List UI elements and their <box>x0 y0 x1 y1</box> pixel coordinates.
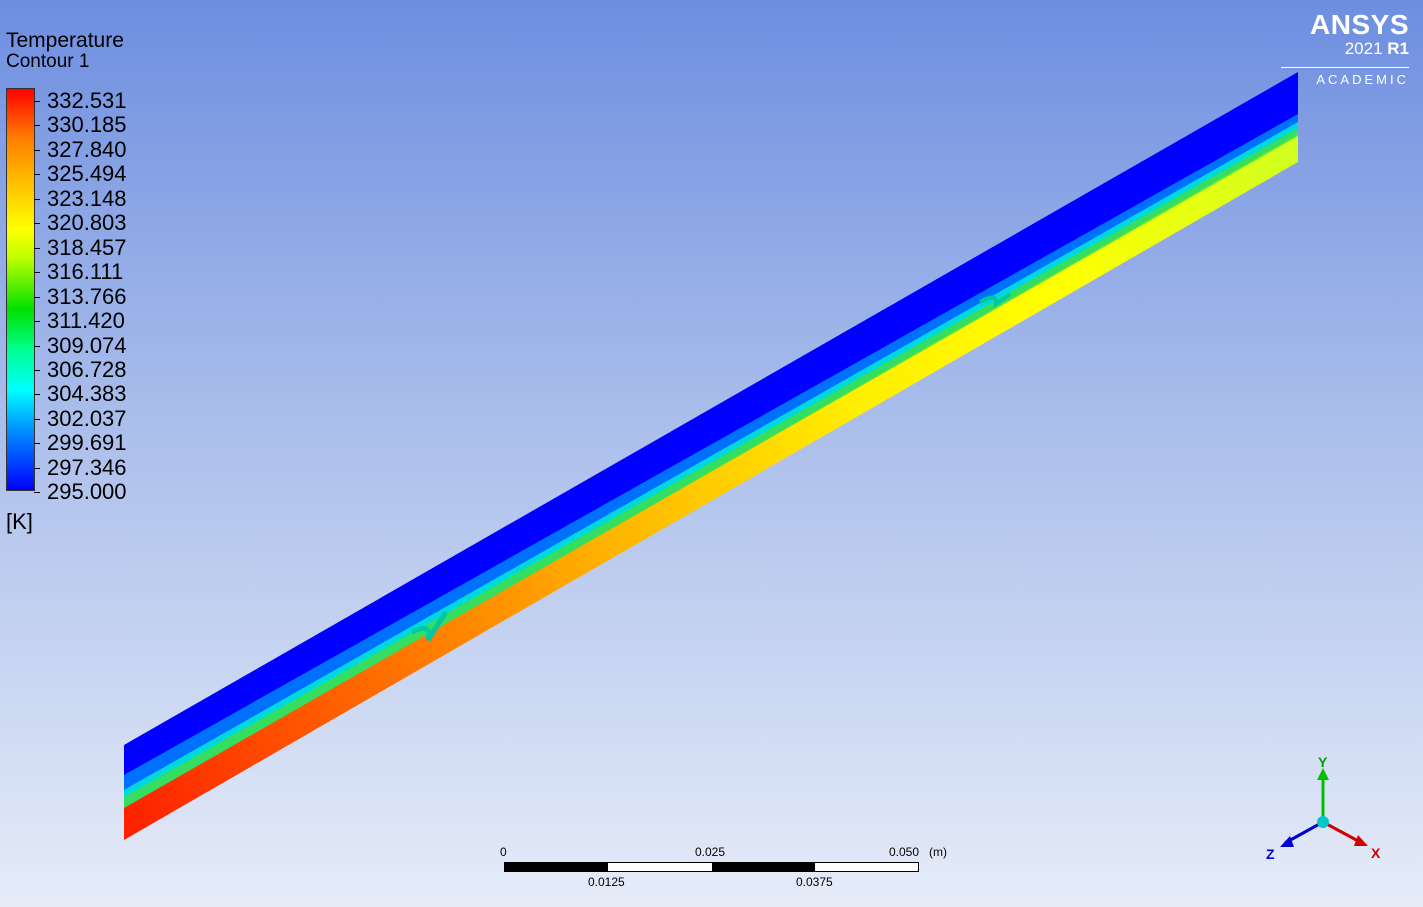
legend-tick <box>34 321 40 323</box>
legend-tick <box>34 223 40 225</box>
legend-tick-label: 297.346 <box>47 454 127 480</box>
scale-bar <box>504 862 919 872</box>
axis-triad: Y Z X <box>1266 754 1381 862</box>
legend-tick <box>34 198 40 200</box>
interface-step-1 <box>410 610 449 642</box>
legend-tick-label: 330.185 <box>47 112 127 138</box>
legend-title: Temperature <box>6 29 124 52</box>
transition-band-green <box>124 128 1298 808</box>
legend-tick <box>34 345 40 347</box>
legend-tick <box>34 174 40 176</box>
legend-subtitle: Contour 1 <box>6 51 90 72</box>
scale-segment <box>608 863 712 871</box>
legend-tick-label: 299.691 <box>47 430 127 456</box>
interface-step-2 <box>979 292 1012 309</box>
legend-tick <box>34 272 40 274</box>
logo-version-year: 2021 <box>1344 39 1383 58</box>
axis-z-label: Z <box>1266 846 1275 862</box>
legend-tick <box>34 125 40 127</box>
scale-unit: (m) <box>929 845 947 859</box>
logo-brand: ANSYS <box>1310 9 1409 40</box>
legend-tick <box>34 394 40 396</box>
axis-y-label: Y <box>1318 754 1328 770</box>
legend-tick <box>34 101 40 102</box>
legend-tick-label: 332.531 <box>47 88 127 113</box>
legend-tick-label: 325.494 <box>47 161 127 187</box>
legend-tick <box>34 443 40 445</box>
scale-label-0050: 0.050 <box>889 845 920 859</box>
legend-tick-label: 320.803 <box>47 210 127 236</box>
cold-layer-region <box>124 72 1298 775</box>
scale-segment <box>711 863 815 871</box>
legend-tick-label: 323.148 <box>47 185 127 211</box>
legend-tick <box>34 369 40 371</box>
legend-tick-label: 327.840 <box>47 136 127 162</box>
scale-label-0025: 0.025 <box>695 845 726 859</box>
scale-segment <box>505 863 609 871</box>
logo-edition: ACADEMIC <box>1316 72 1409 87</box>
legend-tick-label: 302.037 <box>47 405 127 431</box>
legend-tick-label: 313.766 <box>47 283 127 309</box>
legend-tick-label: 316.111 <box>47 259 124 285</box>
legend-tick-label: 309.074 <box>47 332 127 358</box>
legend-tick <box>34 296 40 298</box>
transition-band-blue <box>124 112 1298 790</box>
axis-x-label: X <box>1371 845 1381 861</box>
scale-label-0: 0 <box>500 845 507 859</box>
legend-tick <box>34 418 40 420</box>
legend-tick <box>34 149 40 151</box>
legend-tick-label: 304.383 <box>47 381 127 407</box>
legend-unit: [K] <box>6 509 33 534</box>
color-legend-bar <box>6 88 35 491</box>
legend-tick-label: 306.728 <box>47 356 127 382</box>
scale-label-00375: 0.0375 <box>796 875 833 889</box>
legend-tick <box>34 467 40 469</box>
scale-segment <box>814 863 918 871</box>
hot-layer-region <box>124 128 1298 840</box>
legend-tick-label: 295.000 <box>47 479 127 505</box>
legend-tick <box>34 247 40 249</box>
logo-divider <box>1281 67 1409 68</box>
legend-tick <box>34 492 40 494</box>
logo-version: 2021 R1 <box>1281 40 1409 57</box>
scale-label-00125: 0.0125 <box>588 875 625 889</box>
legend-tick-label: 311.420 <box>47 308 125 334</box>
ansys-logo: ANSYS 2021 R1 ACADEMIC <box>1281 10 1409 87</box>
logo-release: R1 <box>1387 39 1409 58</box>
legend-tick-label: 318.457 <box>47 234 127 260</box>
